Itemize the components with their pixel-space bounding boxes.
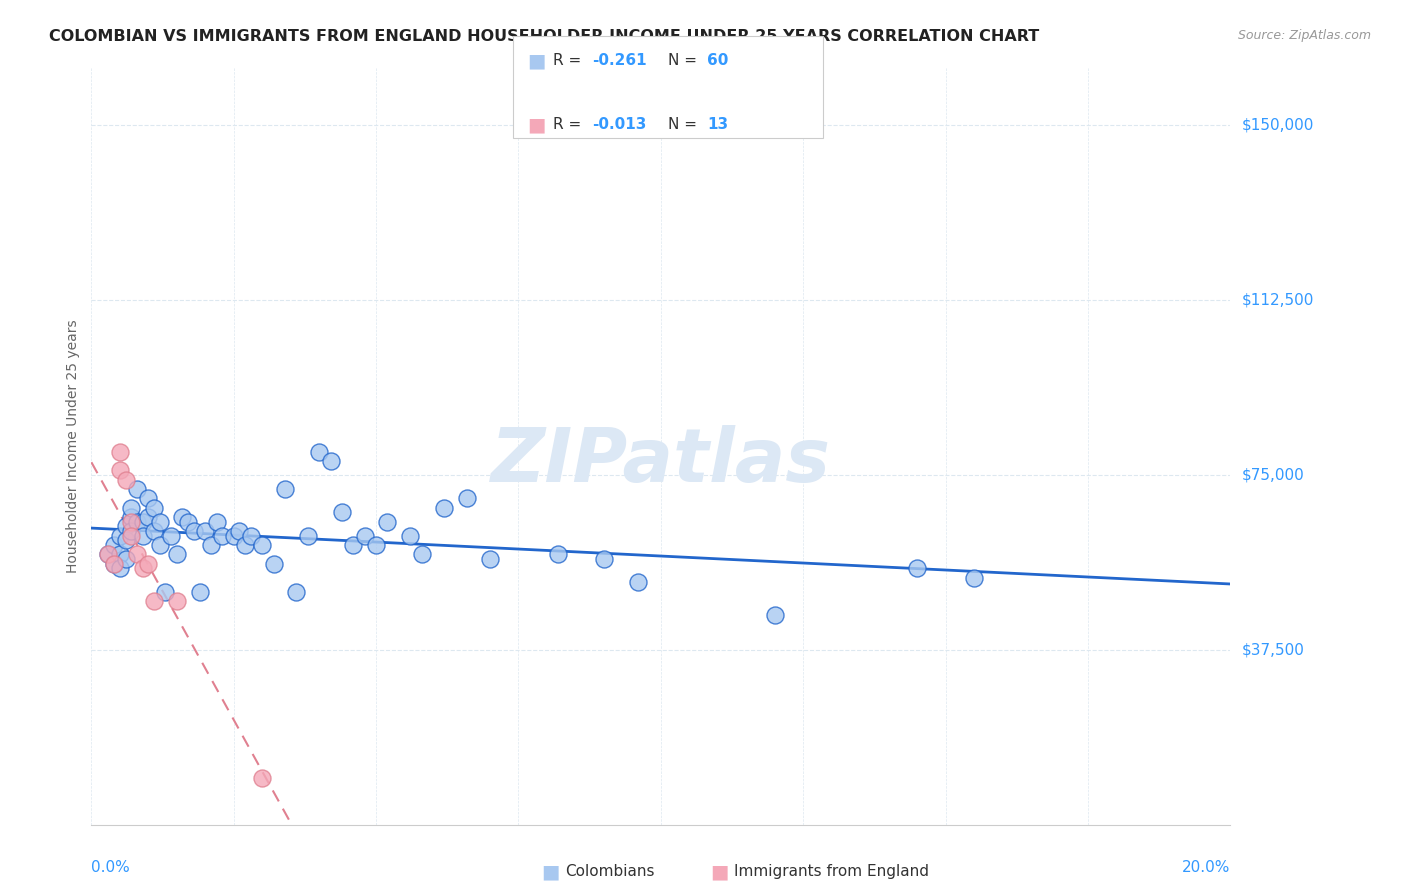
Text: Source: ZipAtlas.com: Source: ZipAtlas.com (1237, 29, 1371, 42)
Point (763, 608, 786, 623)
Point (120, 515, 142, 529)
Point (155, 584, 177, 599)
Point (120, 529, 142, 543)
Text: -0.013: -0.013 (592, 118, 647, 132)
Point (125, 515, 148, 529)
Point (138, 510, 160, 524)
Point (233, 538, 256, 552)
Point (143, 500, 166, 515)
Text: $75,000: $75,000 (1241, 467, 1305, 483)
Text: COLOMBIAN VS IMMIGRANTS FROM ENGLAND HOUSEHOLDER INCOME UNDER 25 YEARS CORRELATI: COLOMBIAN VS IMMIGRANTS FROM ENGLAND HOU… (49, 29, 1039, 44)
Point (593, 552, 616, 566)
Point (342, 538, 364, 552)
Point (125, 548, 148, 562)
Text: 20.0%: 20.0% (1182, 860, 1230, 875)
Point (250, 538, 273, 552)
Point (177, 515, 200, 529)
Point (963, 571, 986, 585)
Point (103, 557, 125, 571)
Point (478, 552, 502, 566)
Text: $37,500: $37,500 (1241, 642, 1305, 657)
Point (120, 500, 142, 515)
Point (263, 557, 285, 571)
Point (188, 584, 211, 599)
Text: N =: N = (668, 118, 702, 132)
Point (138, 557, 160, 571)
Text: N =: N = (668, 54, 702, 68)
Point (160, 529, 183, 543)
Point (411, 548, 433, 562)
Point (194, 524, 217, 538)
Point (125, 482, 148, 496)
Point (330, 506, 353, 520)
Text: Colombians: Colombians (565, 864, 655, 879)
Point (205, 515, 228, 529)
Point (131, 561, 153, 575)
Point (399, 529, 422, 543)
Point (103, 557, 125, 571)
Point (377, 515, 399, 529)
Point (108, 548, 131, 562)
Point (108, 561, 131, 575)
Point (547, 548, 569, 562)
Point (149, 515, 172, 529)
Text: ■: ■ (541, 863, 560, 882)
Point (239, 529, 262, 543)
Point (103, 538, 125, 552)
Text: $112,500: $112,500 (1241, 293, 1313, 308)
Point (297, 529, 319, 543)
Text: 0.0%: 0.0% (91, 860, 131, 875)
Point (166, 594, 188, 608)
Text: 13: 13 (707, 118, 728, 132)
Text: $150,000: $150,000 (1241, 118, 1313, 133)
Point (138, 491, 160, 506)
Text: Immigrants from England: Immigrants from England (734, 864, 929, 879)
Point (308, 445, 330, 459)
Point (108, 463, 131, 477)
Point (228, 524, 250, 538)
Point (108, 445, 131, 459)
Point (114, 533, 136, 548)
Point (285, 584, 308, 599)
Y-axis label: Householder Income Under 25 years: Householder Income Under 25 years (66, 319, 80, 573)
Point (108, 529, 131, 543)
Point (353, 529, 375, 543)
Point (627, 575, 650, 590)
Point (172, 510, 194, 524)
Point (166, 548, 188, 562)
Point (274, 482, 297, 496)
Text: R =: R = (553, 54, 586, 68)
Point (149, 538, 172, 552)
Text: ■: ■ (527, 115, 546, 135)
Point (120, 510, 142, 524)
Point (433, 500, 456, 515)
Text: 60: 60 (707, 54, 728, 68)
Point (131, 529, 153, 543)
Text: ZIPatlas: ZIPatlas (491, 425, 831, 498)
Point (143, 594, 166, 608)
Point (200, 538, 222, 552)
Point (114, 519, 136, 533)
Point (319, 454, 342, 468)
Point (97, 548, 120, 562)
Text: -0.261: -0.261 (592, 54, 647, 68)
Point (114, 552, 136, 566)
Point (97, 548, 120, 562)
Point (143, 524, 166, 538)
Point (211, 529, 233, 543)
Text: ■: ■ (527, 51, 546, 70)
Point (456, 491, 478, 506)
Point (250, 772, 273, 786)
Point (114, 473, 136, 487)
Point (131, 515, 153, 529)
Point (222, 529, 245, 543)
Point (120, 524, 142, 538)
Text: ■: ■ (710, 863, 728, 882)
Text: R =: R = (553, 118, 586, 132)
Point (364, 538, 387, 552)
Point (183, 524, 205, 538)
Point (905, 561, 928, 575)
